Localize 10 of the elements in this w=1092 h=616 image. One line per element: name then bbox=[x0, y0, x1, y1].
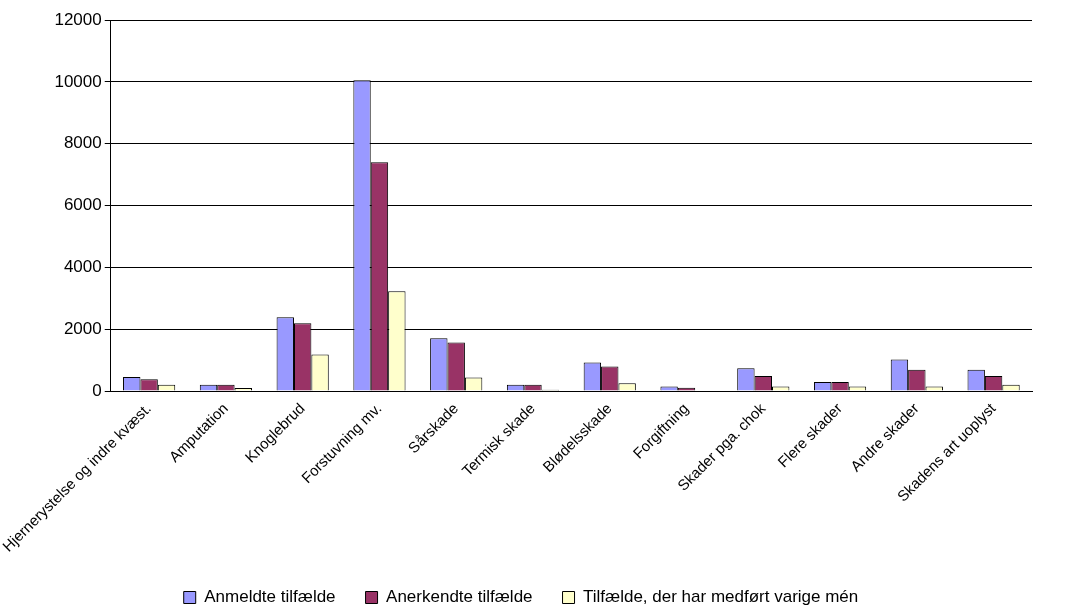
y-tick-label: 8000 bbox=[63, 133, 102, 153]
y-tick-label: 4000 bbox=[63, 257, 102, 277]
y-tick-label: 12000 bbox=[54, 9, 102, 29]
y-tick-label: 6000 bbox=[63, 195, 102, 215]
legend-label: Tilfælde, der har medført varige mén bbox=[583, 587, 859, 607]
y-tick-label: 10000 bbox=[54, 71, 102, 91]
legend-label: Anmeldte tilfælde bbox=[204, 587, 336, 607]
legend-label: Anerkendte tilfælde bbox=[386, 587, 533, 607]
y-tick-label: 2000 bbox=[63, 318, 102, 338]
y-tick-label: 0 bbox=[92, 380, 102, 400]
